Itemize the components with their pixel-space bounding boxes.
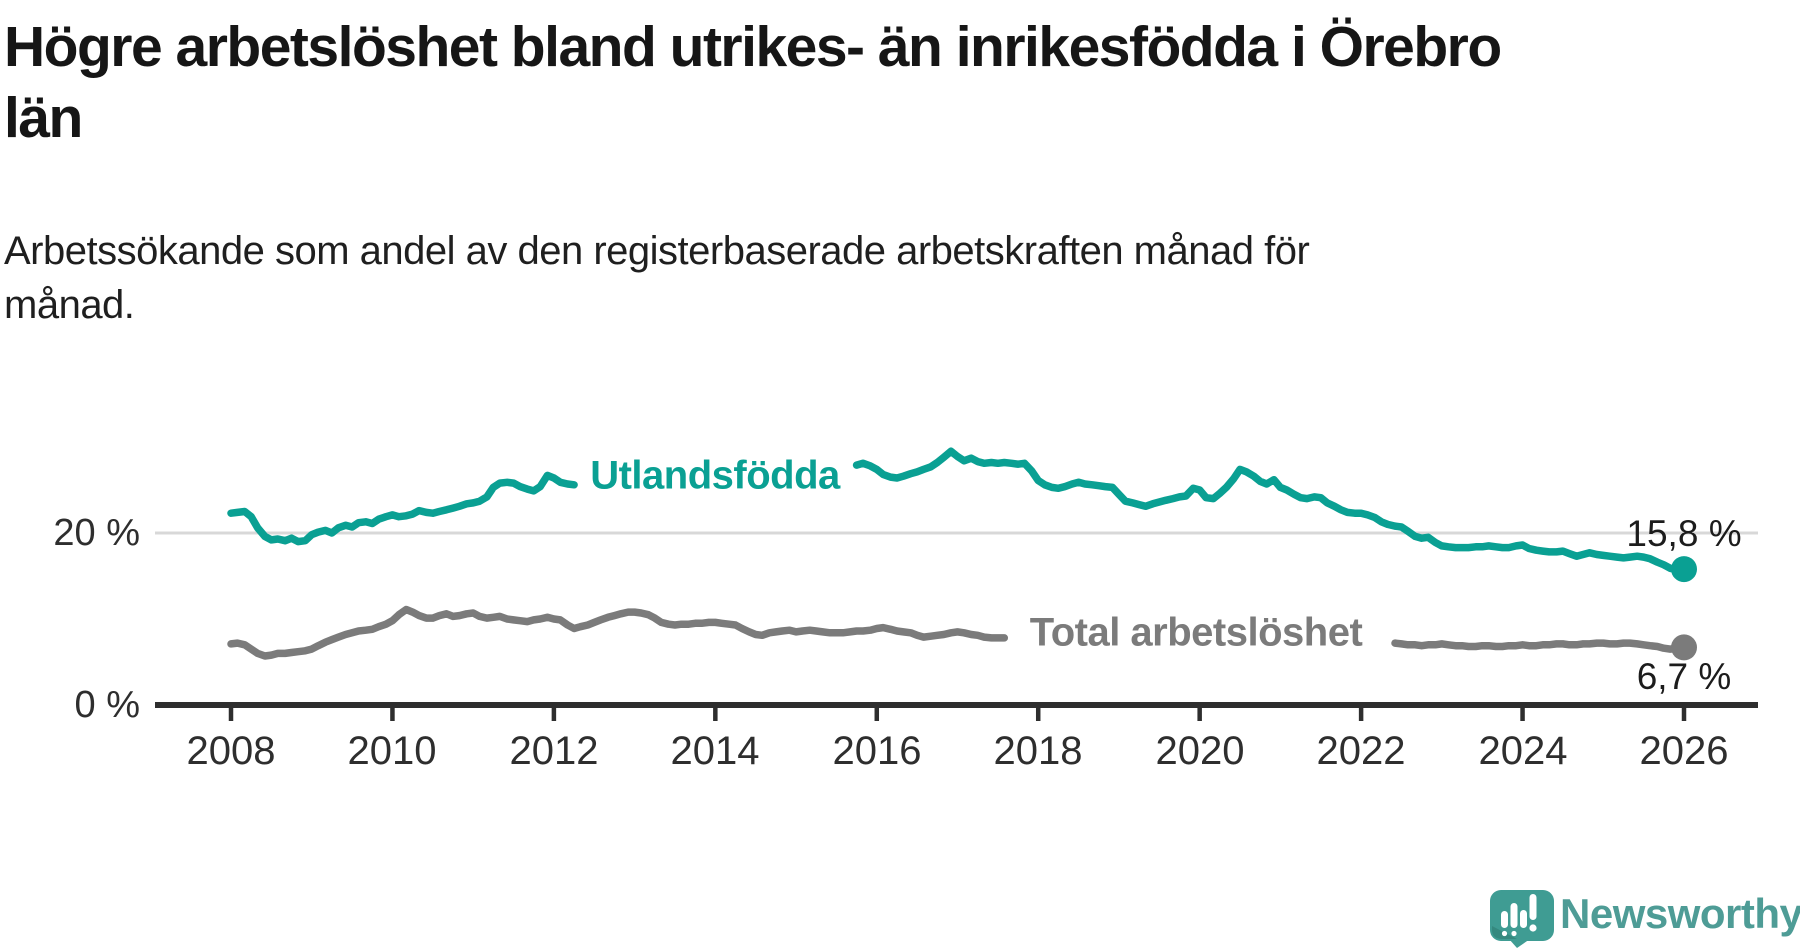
logo-dot1-icon [1501, 930, 1508, 937]
newsworthy-logo-icon [1490, 890, 1554, 948]
page-title-line2: län [4, 86, 83, 150]
series-line-utlandsfodda-seg1 [227, 471, 578, 546]
series-end-dot-total-arbetsloshet [1671, 634, 1697, 661]
series-line-total-arbetsloshet-seg1 [227, 605, 1009, 660]
chart-subtitle: Arbetssökande som andel av den registerb… [4, 224, 1310, 332]
series-line-total-arbetsloshet-seg2 [1391, 639, 1688, 653]
series-line-utlandsfodda-seg2 [852, 447, 1688, 574]
chart-subtitle-line2: månad. [4, 283, 135, 327]
page-title-line1: Högre arbetslöshet bland utrikes- än inr… [4, 15, 1502, 79]
logo-exclamation-bar-icon [1529, 894, 1537, 920]
logo-bar-tall-icon [1510, 903, 1518, 928]
chart-subtitle-line1: Arbetssökande som andel av den registerb… [4, 229, 1310, 273]
logo-bar-small-icon [1501, 911, 1508, 928]
logo-bubble-tail [1509, 939, 1530, 948]
logo-exclamation-dot-icon [1529, 924, 1537, 932]
page-title: Högre arbetslöshet bland utrikes- än inr… [4, 12, 1502, 154]
logo-dot2-icon [1511, 930, 1517, 937]
logo-bar-mid-icon [1520, 910, 1527, 928]
brand-wordmark: Newsworthy [1560, 890, 1800, 937]
series-end-dot-utlandsfodda [1671, 556, 1697, 583]
